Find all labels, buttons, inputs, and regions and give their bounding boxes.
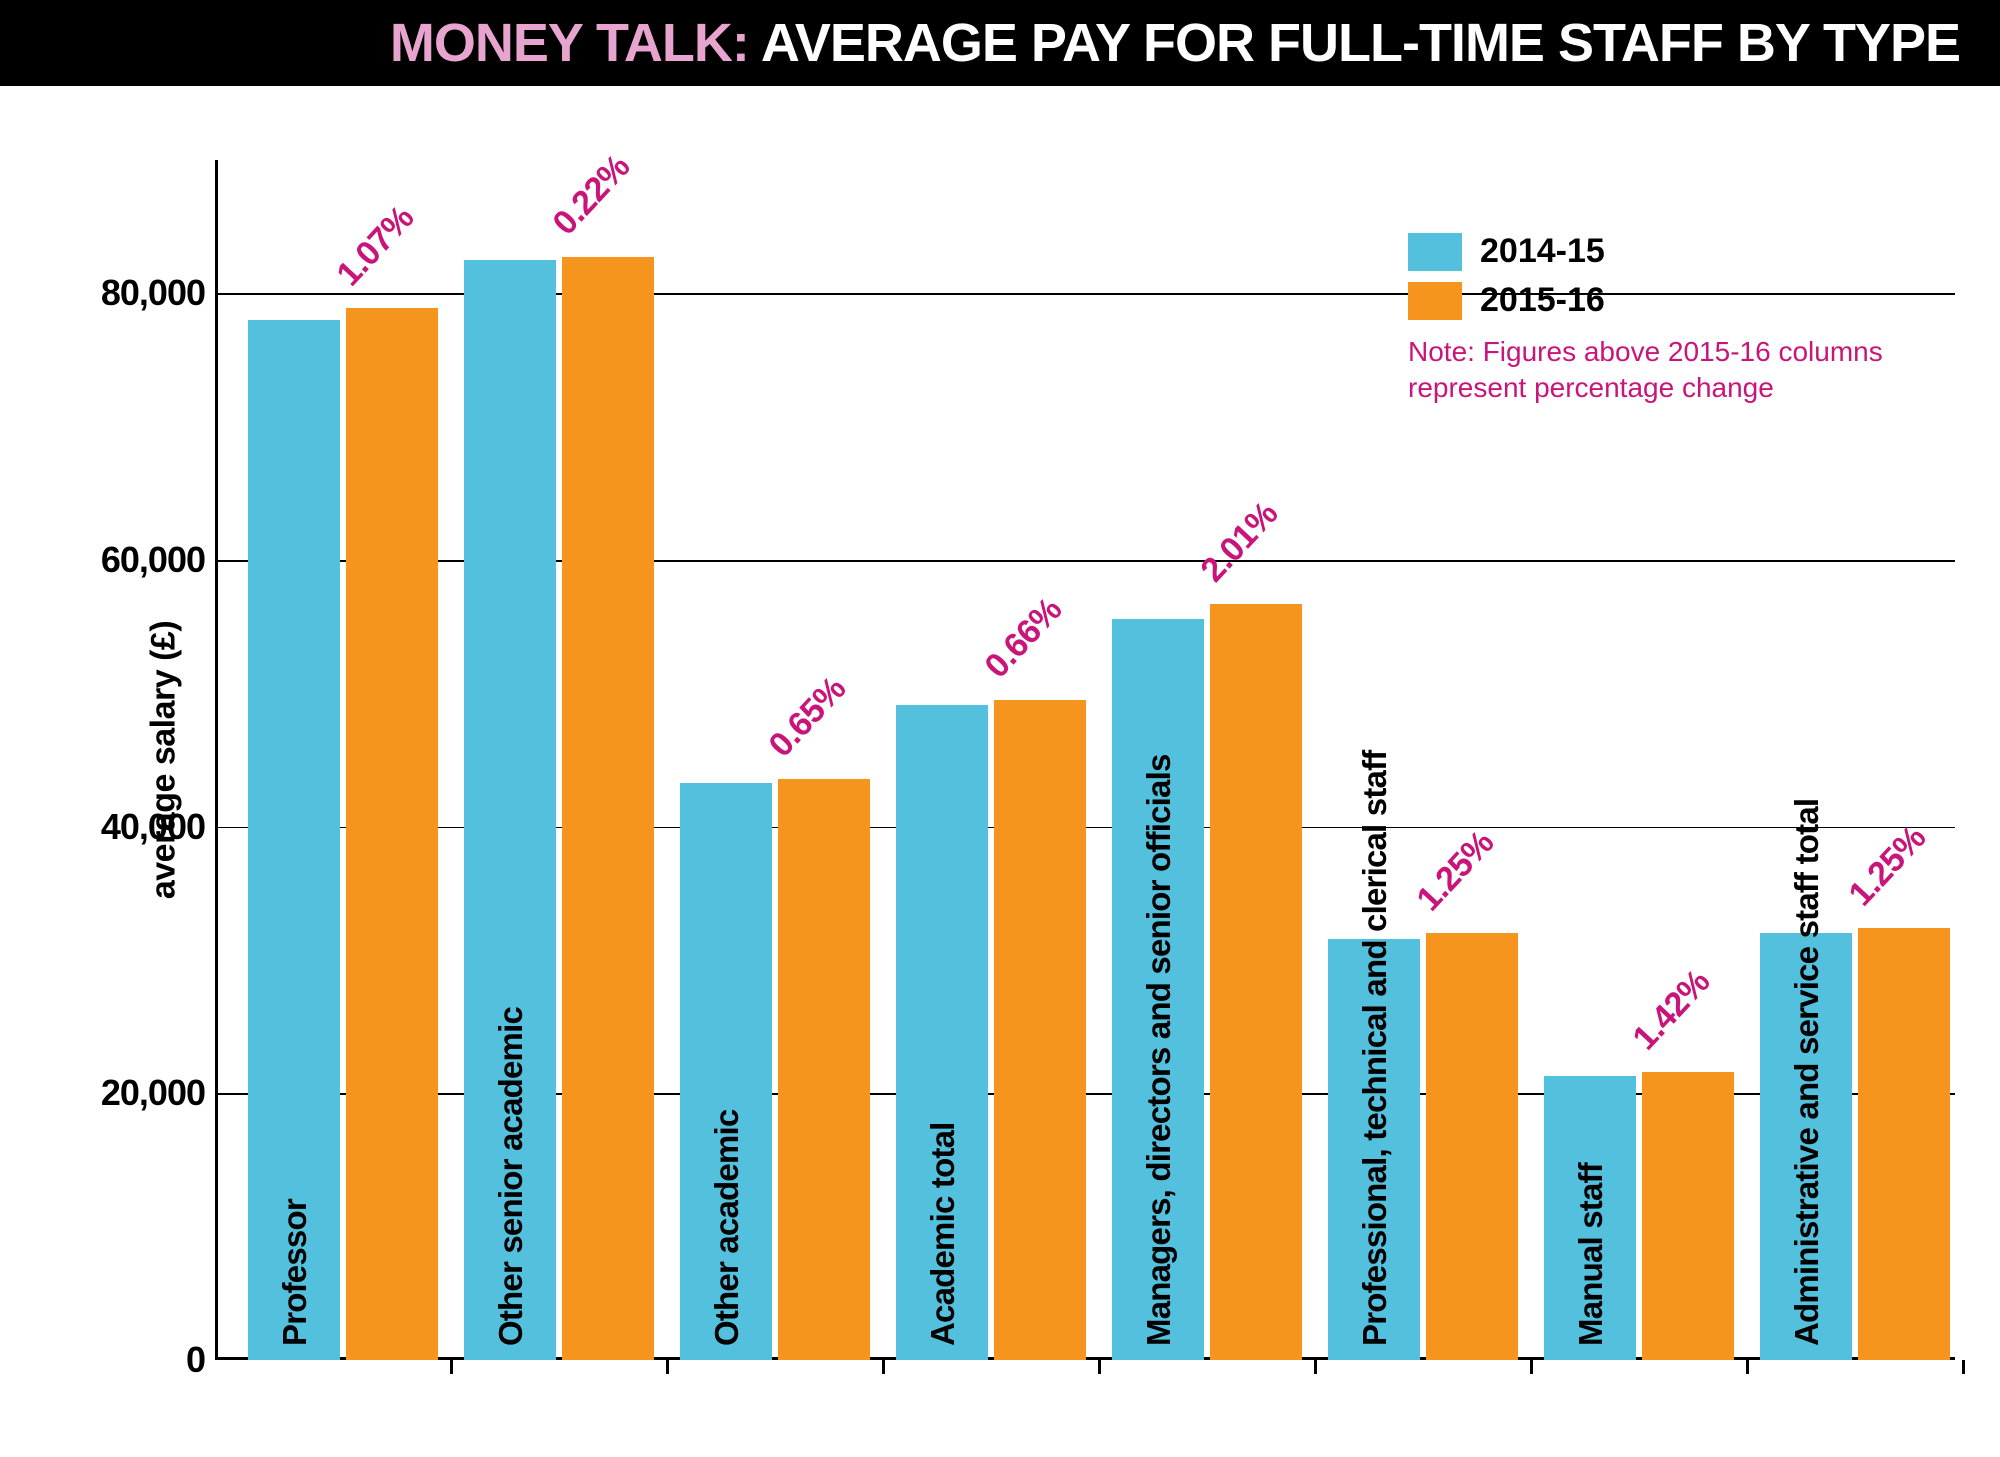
x-tick <box>1530 1360 1533 1374</box>
x-tick <box>1746 1360 1749 1374</box>
bar-2015-16 <box>1858 928 1950 1360</box>
category-label: Managers, directors and senior officials <box>1140 754 1178 1346</box>
x-tick <box>882 1360 885 1374</box>
category-label: Administrative and service staff total <box>1788 799 1826 1346</box>
category-label: Professional, technical and clerical sta… <box>1356 751 1394 1346</box>
legend-swatch <box>1408 233 1462 271</box>
chart-title: MONEY TALK: AVERAGE PAY FOR FULL-TIME ST… <box>390 12 1960 74</box>
pct-change-label: 0.66% <box>977 591 1070 686</box>
x-tick <box>1962 1360 1965 1374</box>
pct-change-label: 1.42% <box>1625 963 1718 1058</box>
category-label: Other academic <box>708 1110 746 1346</box>
bar-2015-16 <box>346 308 438 1360</box>
header-bar: MONEY TALK: AVERAGE PAY FOR FULL-TIME ST… <box>0 0 2000 86</box>
legend: 2014-15 2015-16 Note: Figures above 2015-1… <box>1408 232 1948 407</box>
bar-2015-16 <box>562 257 654 1360</box>
pct-change-label: 0.65% <box>761 669 854 764</box>
category-label: Manual staff <box>1572 1163 1610 1346</box>
bar-2015-16 <box>1642 1072 1734 1360</box>
legend-swatch <box>1408 282 1462 320</box>
y-tick-label: 80,000 <box>101 272 205 314</box>
y-axis-title: average salary (£) <box>145 621 184 899</box>
legend-label: 2015-16 <box>1480 281 1605 320</box>
chart-area: average salary (£) 020,00040,00060,00080… <box>145 160 1945 1360</box>
x-tick <box>666 1360 669 1374</box>
bar-2015-16 <box>1426 933 1518 1360</box>
y-tick-label: 20,000 <box>101 1072 205 1114</box>
plot-area: 020,00040,00060,00080,000Professor1.07%O… <box>215 160 1955 1360</box>
legend-label: 2014-15 <box>1480 232 1605 271</box>
title-rest: AVERAGE PAY FOR FULL-TIME STAFF BY TYPE <box>749 13 1960 73</box>
category-label: Academic total <box>924 1122 962 1346</box>
y-tick-label: 60,000 <box>101 539 205 581</box>
x-tick <box>1098 1360 1101 1374</box>
x-tick <box>450 1360 453 1374</box>
y-tick-label: 0 <box>186 1339 205 1381</box>
category-label: Professor <box>276 1199 314 1346</box>
pct-change-label: 1.07% <box>329 199 422 294</box>
category-label: Other senior academic <box>492 1007 530 1346</box>
bar-2015-16 <box>778 779 870 1360</box>
x-tick <box>1314 1360 1317 1374</box>
pct-change-label: 1.25% <box>1841 819 1934 914</box>
pct-change-label: 0.22% <box>545 148 638 243</box>
legend-note: Note: Figures above 2015-16 columns repr… <box>1408 334 1948 407</box>
bar-2015-16 <box>1210 604 1302 1360</box>
legend-item: 2014-15 <box>1408 232 1948 271</box>
y-tick-label: 40,000 <box>101 806 205 848</box>
pct-change-label: 1.25% <box>1409 824 1502 919</box>
legend-item: 2015-16 <box>1408 281 1948 320</box>
bar-2015-16 <box>994 700 1086 1360</box>
pct-change-label: 2.01% <box>1193 495 1286 590</box>
title-prefix: MONEY TALK: <box>390 13 749 73</box>
